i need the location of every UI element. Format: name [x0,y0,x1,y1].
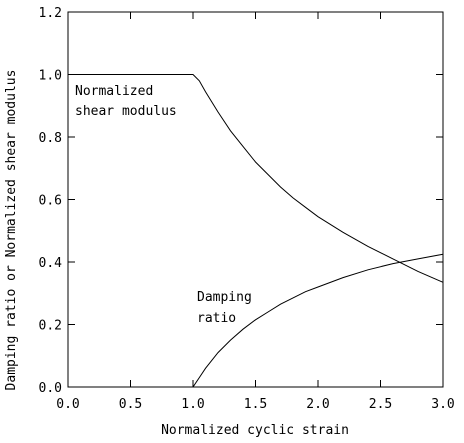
y-axis-label: Damping ratio or Normalized shear modulu… [4,70,19,391]
x-tick-label: 0.0 [56,397,79,412]
annotation-line: Normalized [75,84,153,99]
y-tick-label: 0.2 [39,319,62,334]
y-tick-label: 0.0 [39,381,62,396]
x-tick-label: 1.5 [244,397,267,412]
x-tick-label: 2.5 [369,397,392,412]
y-tick-label: 0.8 [39,131,62,146]
plot-frame [67,11,444,388]
plot-area: 0.0 0.5 1.0 1.5 2.0 2.5 3.0 0.0 0.2 0.4 0.6 0.8 1.0 1… [39,6,455,412]
annotation-line: Damping [197,290,252,305]
x-tick-label: 3.0 [431,397,454,412]
annotation-line: shear modulus [75,104,177,119]
series-line-damping-ratio [68,253,444,388]
x-tick-label: 0.5 [119,397,142,412]
y-tick-label: 1.0 [39,69,62,84]
x-tick-label: 2.0 [306,397,329,412]
x-tick-label: 1.0 [181,397,204,412]
y-tick-label: 0.6 [39,194,62,209]
x-axis-label: Normalized cyclic strain [161,423,349,438]
y-tick-label: 0.4 [39,256,63,271]
y-tick-label: 1.2 [39,6,62,21]
annotation-line: ratio [197,311,236,326]
series-line-normalized-shear-modulus [68,74,444,283]
annotation-normalized-shear-modulus: Normalized shear modulus [75,84,177,119]
annotation-damping-ratio: Damping ratio [197,290,252,326]
